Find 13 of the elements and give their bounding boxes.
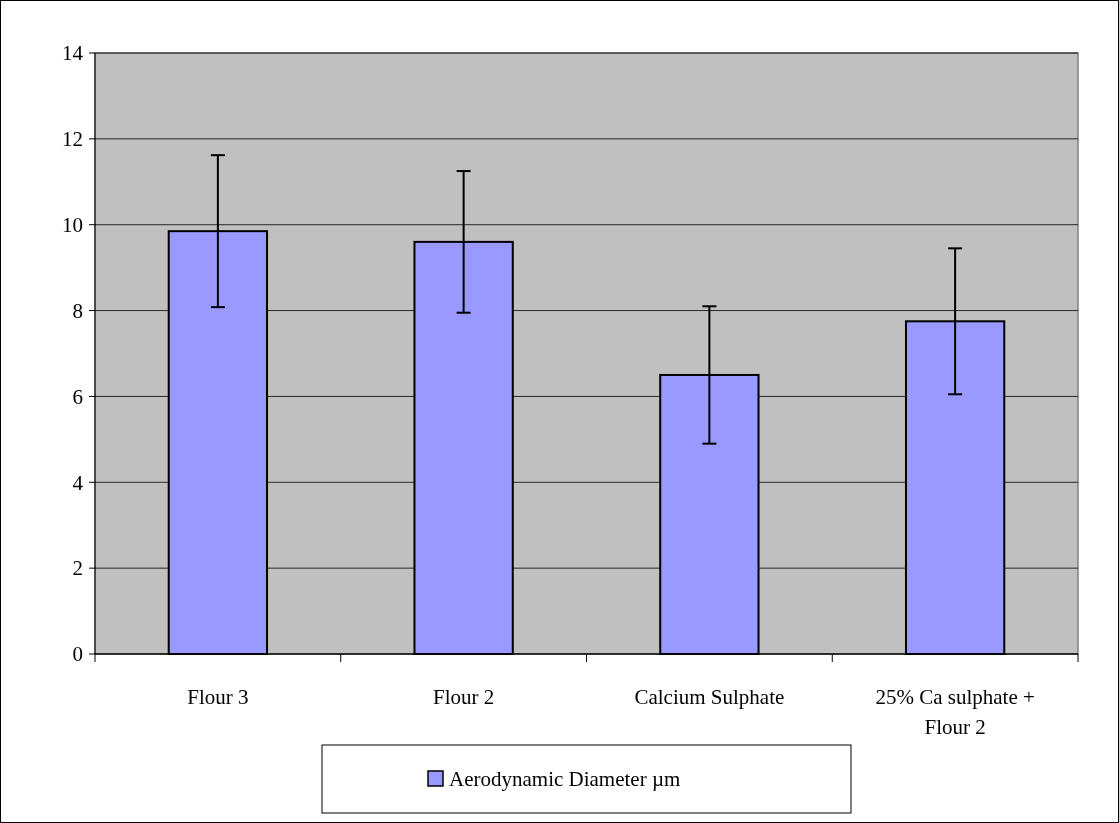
x-tick-label: 25% Ca sulphate + Flour 2 <box>875 685 1035 739</box>
y-tick-label: 14 <box>62 41 84 66</box>
x-tick-label: Calcium Sulphate <box>634 685 785 709</box>
y-tick-label: 4 <box>72 470 84 495</box>
y-tick-label: 0 <box>72 642 83 667</box>
x-tick-label: Flour 2 <box>432 685 495 709</box>
y-tick-label: 2 <box>72 556 83 581</box>
y-tick-label: 8 <box>72 298 83 323</box>
y-tick-label: 6 <box>72 384 83 409</box>
legend-label: Aerodynamic Diameter µm <box>449 767 681 792</box>
y-tick-label: 12 <box>62 127 83 152</box>
y-tick-label: 10 <box>62 213 83 238</box>
x-tick-label: Flour 3 <box>187 685 249 709</box>
